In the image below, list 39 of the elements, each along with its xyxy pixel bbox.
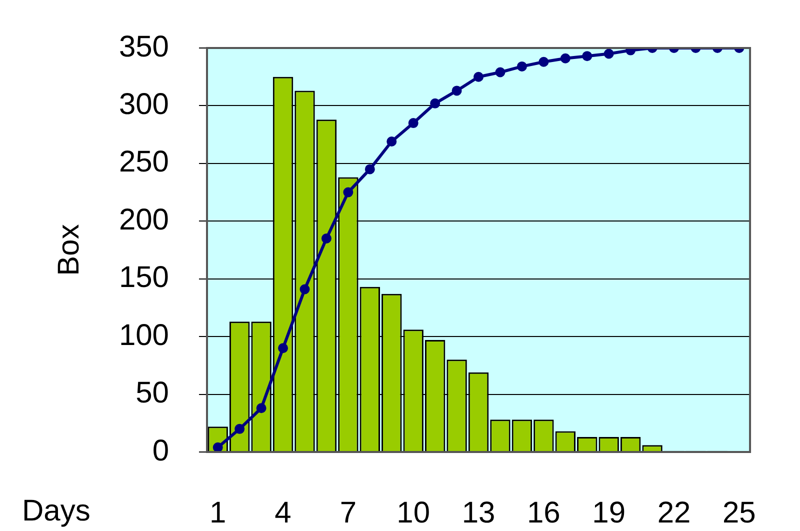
x-tick-label: 1 <box>210 496 226 530</box>
point <box>560 53 570 64</box>
point <box>256 403 266 414</box>
y-tick-label: 300 <box>118 88 169 121</box>
point <box>516 61 527 72</box>
y-tick-label: 100 <box>118 318 169 352</box>
y-axis-title: Box <box>52 224 86 276</box>
point <box>495 67 506 78</box>
y-tick-label: 50 <box>136 376 169 410</box>
x-tick-label: 7 <box>340 496 357 530</box>
y-tick-label: 350 <box>118 30 169 64</box>
x-tick-label: 25 <box>722 496 756 530</box>
y-tick-label: 200 <box>118 203 169 236</box>
x-axis-title: Days <box>22 494 90 528</box>
x-tick-label: 19 <box>592 496 626 530</box>
point <box>321 233 332 244</box>
x-tick-label: 22 <box>657 496 691 530</box>
point <box>343 187 354 198</box>
point <box>278 343 288 354</box>
x-tick-label: 16 <box>526 496 560 530</box>
point <box>364 164 375 174</box>
point <box>626 48 636 56</box>
x-tick-label: 13 <box>462 496 496 530</box>
y-tick-label: 250 <box>118 146 169 179</box>
point <box>582 51 592 62</box>
point <box>452 86 462 96</box>
x-tick-label: 10 <box>396 496 430 530</box>
x-tick-label: 4 <box>274 496 292 530</box>
point <box>234 424 245 434</box>
point <box>408 118 418 128</box>
point <box>604 48 614 59</box>
point <box>300 284 310 294</box>
point <box>474 72 484 82</box>
y-tick-label: 150 <box>118 261 169 294</box>
y-tick-label: 0 <box>152 434 169 468</box>
point <box>212 442 223 452</box>
point <box>430 98 440 108</box>
point <box>386 136 397 146</box>
point <box>538 56 549 67</box>
